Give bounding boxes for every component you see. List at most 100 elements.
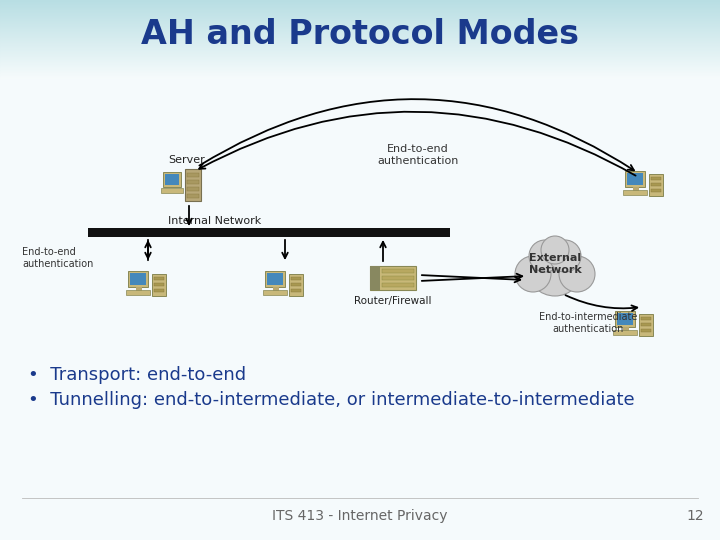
Bar xyxy=(0,34,720,35)
Bar xyxy=(641,329,651,332)
Circle shape xyxy=(549,240,581,272)
Text: Router/Firewall: Router/Firewall xyxy=(354,296,432,306)
Bar xyxy=(0,37,720,38)
Bar xyxy=(0,64,720,65)
Bar xyxy=(0,69,720,70)
Text: End-to-end
authentication: End-to-end authentication xyxy=(377,144,459,166)
Bar xyxy=(0,63,720,64)
Bar xyxy=(0,29,720,30)
Bar xyxy=(0,19,720,20)
Bar xyxy=(0,20,720,21)
Bar xyxy=(0,10,720,11)
Bar xyxy=(0,40,720,41)
Bar xyxy=(0,89,720,90)
Bar xyxy=(623,327,629,331)
Bar xyxy=(0,42,720,43)
Bar xyxy=(0,81,720,82)
Bar xyxy=(0,60,720,61)
Bar xyxy=(130,273,146,285)
Bar xyxy=(0,0,720,1)
Text: ITS 413 - Internet Privacy: ITS 413 - Internet Privacy xyxy=(272,509,448,523)
Bar xyxy=(0,48,720,49)
Bar xyxy=(187,180,199,184)
Bar xyxy=(0,21,720,22)
Bar xyxy=(649,174,663,196)
Text: 12: 12 xyxy=(686,509,704,523)
Bar xyxy=(187,173,199,177)
Bar xyxy=(0,67,720,68)
Bar xyxy=(382,276,414,280)
Bar xyxy=(263,290,287,295)
Bar xyxy=(0,45,720,46)
Bar xyxy=(0,32,720,33)
Bar xyxy=(0,75,720,76)
Bar xyxy=(0,35,720,36)
Bar xyxy=(289,274,303,296)
Bar xyxy=(0,41,720,42)
Bar xyxy=(0,13,720,14)
Bar xyxy=(0,33,720,34)
Bar xyxy=(651,177,661,180)
Circle shape xyxy=(559,256,595,292)
Bar xyxy=(641,317,651,320)
Bar xyxy=(0,14,720,15)
Bar xyxy=(0,84,720,85)
Text: •  Tunnelling: end-to-intermediate, or intermediate-to-intermediate: • Tunnelling: end-to-intermediate, or in… xyxy=(28,391,634,409)
Bar xyxy=(613,330,637,335)
Bar xyxy=(0,79,720,80)
Bar xyxy=(0,76,720,77)
Bar xyxy=(0,77,720,78)
Bar xyxy=(185,169,201,201)
Bar xyxy=(0,82,720,83)
Bar xyxy=(0,4,720,5)
Bar xyxy=(291,277,301,280)
Bar xyxy=(0,83,720,84)
Bar xyxy=(0,12,720,13)
Bar xyxy=(0,38,720,39)
Bar xyxy=(0,61,720,62)
Bar xyxy=(0,24,720,25)
Bar xyxy=(0,51,720,52)
Bar xyxy=(0,50,720,51)
Bar xyxy=(0,87,720,88)
Bar xyxy=(0,1,720,2)
Bar xyxy=(0,57,720,58)
Text: Internal Network: Internal Network xyxy=(168,216,261,226)
Bar xyxy=(0,72,720,73)
Bar xyxy=(0,70,720,71)
Bar xyxy=(0,73,720,74)
Bar xyxy=(187,187,199,191)
Bar xyxy=(0,56,720,57)
Bar xyxy=(154,289,164,292)
Bar xyxy=(625,171,645,187)
Circle shape xyxy=(515,256,551,292)
Bar xyxy=(633,187,639,191)
Bar xyxy=(0,74,720,75)
Circle shape xyxy=(541,236,569,264)
Bar xyxy=(0,54,720,55)
Bar xyxy=(382,283,414,287)
Bar xyxy=(0,18,720,19)
Bar xyxy=(187,194,199,198)
Bar xyxy=(0,27,720,28)
Bar xyxy=(0,8,720,9)
Circle shape xyxy=(529,240,561,272)
Bar xyxy=(0,11,720,12)
Bar xyxy=(0,36,720,37)
Bar xyxy=(0,62,720,63)
Bar xyxy=(617,313,633,325)
Bar xyxy=(0,5,720,6)
Bar xyxy=(0,85,720,86)
Bar xyxy=(154,277,164,280)
Bar xyxy=(0,30,720,31)
Bar xyxy=(136,287,142,291)
Bar xyxy=(623,190,647,195)
Bar xyxy=(165,174,179,185)
Bar xyxy=(0,16,720,17)
Bar xyxy=(0,71,720,72)
Bar xyxy=(0,31,720,32)
Bar xyxy=(0,15,720,16)
Bar xyxy=(0,49,720,50)
Bar xyxy=(152,274,166,296)
Bar xyxy=(0,17,720,18)
